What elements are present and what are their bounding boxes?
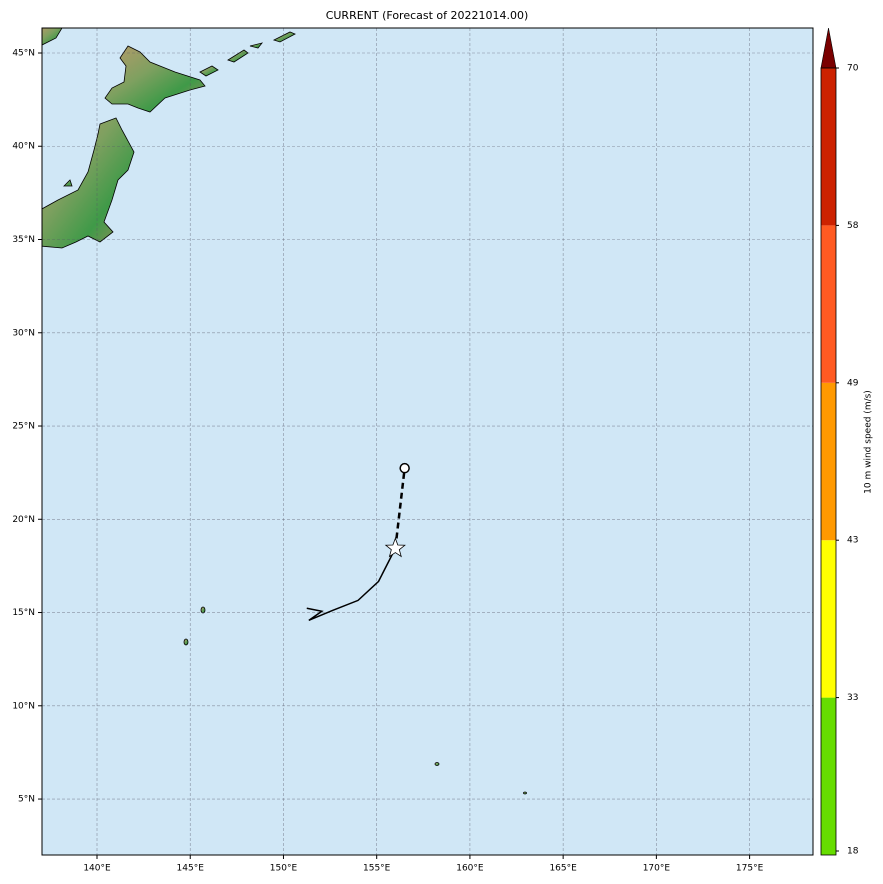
x-tick-label: 165°E [549,864,577,874]
colorbar-segment [821,68,836,226]
x-tick-label: 170°E [643,864,671,874]
current-position [384,537,406,558]
colorbar-tick-label: 33 [847,693,858,703]
y-tick-label: 10°N [12,701,35,711]
x-tick-label: 140°E [83,864,111,874]
chart-title: CURRENT (Forecast of 20221014.00) [326,9,529,22]
y-tick-label: 25°N [12,422,35,432]
colorbar-extend [820,27,837,69]
y-tick-label: 45°N [12,48,35,58]
y-tick-label: 40°N [12,142,35,152]
y-tick-label: 35°N [12,235,35,245]
colorbar-tick-label: 43 [847,536,858,546]
observed-track [306,548,397,622]
colorbar-segment [821,225,836,383]
colorbar-segment [821,382,836,541]
land [42,28,527,795]
colorbar-segment [821,540,836,698]
forecast-track [394,468,406,549]
x-tick-label: 160°E [456,864,484,874]
y-tick-label: 20°N [12,515,35,525]
x-tick-label: 145°E [177,864,205,874]
x-tick-label: 155°E [363,864,391,874]
x-tick-label: 150°E [270,864,298,874]
x-tick-label: 175°E [736,864,764,874]
colorbar-tick-label: 49 [847,378,859,388]
y-tick-label: 15°N [12,608,35,618]
colorbar-tick-label: 58 [847,221,859,231]
forecast-end [399,462,410,474]
y-tick-label: 5°N [18,795,35,805]
y-tick-label: 30°N [12,328,35,338]
colorbar-segment [821,697,836,855]
colorbar-label: 10 m wind speed (m/s) [864,390,874,494]
map-frame [41,27,814,856]
ocean [42,28,813,855]
colorbar-frame [820,67,837,856]
colorbar-tick-label: 18 [847,847,859,857]
colorbar-tick-label: 70 [847,64,859,74]
